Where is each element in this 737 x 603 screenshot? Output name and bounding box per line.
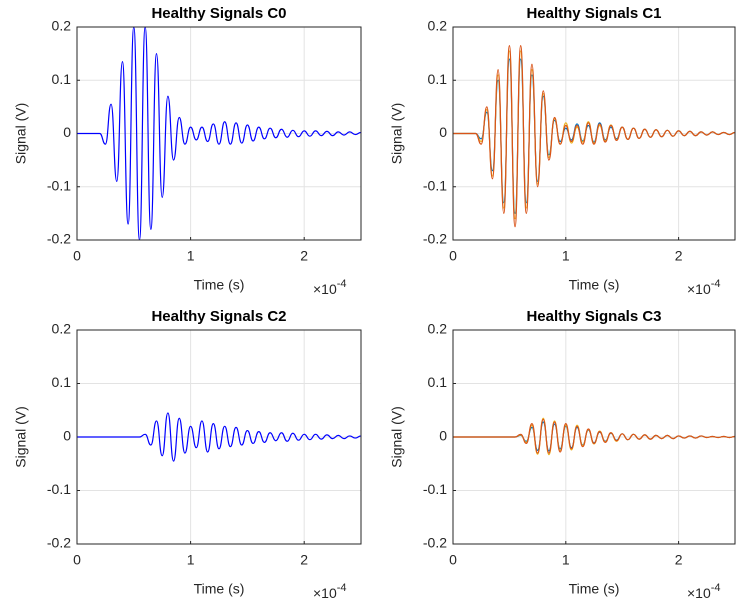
- y-axis-label: Signal (V): [13, 103, 29, 164]
- subplot: 0 1 2 -0.2 -0.1 0 0.1 0.2 Healthy Signals C3 Time…: [389, 308, 736, 601]
- x-exponent-label: ×10-4: [687, 278, 721, 297]
- y-tick-label: -0.2: [423, 231, 447, 247]
- subplot-title: Healthy Signals C1: [526, 5, 661, 22]
- y-tick-label: -0.1: [423, 481, 447, 497]
- subplot-title: Healthy Signals C2: [151, 308, 286, 325]
- axes-box: [452, 329, 736, 545]
- signal-line: [77, 27, 361, 240]
- y-tick-label: 0.1: [428, 71, 448, 87]
- x-exponent: -4: [711, 582, 721, 594]
- y-tick-label: 0.2: [52, 321, 72, 337]
- y-tick-label: -0.1: [47, 481, 71, 497]
- y-tick-label: 0.2: [52, 18, 72, 34]
- y-tick-label: -0.2: [423, 535, 447, 551]
- axes-box: [452, 26, 736, 241]
- lines: [77, 412, 361, 462]
- x-exponent: -4: [711, 278, 721, 290]
- x-multiplier: ×10: [687, 585, 711, 601]
- subplot: 0 1 2 -0.2 -0.1 0 0.1 0.2 Healthy Signals C2 Time…: [13, 308, 362, 601]
- y-tick-label: -0.1: [47, 177, 71, 193]
- y-tick-label: -0.2: [47, 231, 71, 247]
- x-tick-label: 0: [73, 552, 81, 568]
- x-tick-label: 0: [449, 248, 457, 264]
- y-tick-label: 0.1: [52, 374, 72, 390]
- lines: [77, 27, 361, 240]
- y-tick-label: -0.2: [47, 535, 71, 551]
- x-multiplier: ×10: [313, 585, 337, 601]
- y-axis-label: Signal (V): [13, 406, 29, 467]
- signal-line: [453, 45, 735, 228]
- x-exponent: -4: [337, 582, 347, 594]
- x-tick-label: 1: [562, 552, 570, 568]
- subplot: 0 1 2 -0.2 -0.1 0 0.1 0.2 Healthy Signals C0 Time…: [13, 5, 362, 297]
- y-tick-label: 0: [63, 124, 71, 140]
- x-axis-label: Time (s): [194, 277, 245, 293]
- signal-line: [77, 412, 361, 462]
- x-multiplier: ×10: [313, 281, 337, 297]
- y-tick-label: 0: [63, 428, 71, 444]
- y-tick-label: 0.1: [428, 374, 448, 390]
- subplot: 0 1 2 -0.2 -0.1 0 0.1 0.2 Healthy Signals C1 Time…: [389, 5, 736, 297]
- x-tick-label: 1: [187, 248, 195, 264]
- axes-box: [76, 26, 362, 241]
- x-exponent-label: ×10-4: [687, 582, 721, 601]
- x-tick-label: 1: [187, 552, 195, 568]
- x-tick-label: 2: [675, 248, 683, 264]
- subplot-title: Healthy Signals C3: [526, 308, 661, 325]
- lines: [453, 417, 735, 456]
- y-tick-label: 0: [439, 428, 447, 444]
- signal-line: [453, 418, 735, 454]
- y-axis-label: Signal (V): [389, 406, 405, 467]
- x-axis-label: Time (s): [569, 277, 620, 293]
- x-tick-label: 2: [300, 248, 308, 264]
- y-tick-label: 0.2: [428, 321, 448, 337]
- subplot-title: Healthy Signals C0: [151, 5, 286, 22]
- y-tick-label: -0.1: [423, 177, 447, 193]
- x-axis-label: Time (s): [194, 581, 245, 597]
- x-tick-label: 0: [449, 552, 457, 568]
- axes-box: [76, 329, 362, 545]
- lines: [453, 45, 735, 228]
- x-axis-label: Time (s): [569, 581, 620, 597]
- y-tick-label: 0.2: [428, 18, 448, 34]
- x-multiplier: ×10: [687, 281, 711, 297]
- y-tick-label: 0: [439, 124, 447, 140]
- x-tick-label: 2: [300, 552, 308, 568]
- x-exponent-label: ×10-4: [313, 278, 347, 297]
- x-tick-label: 1: [562, 248, 570, 264]
- x-exponent-label: ×10-4: [313, 582, 347, 601]
- x-tick-label: 2: [675, 552, 683, 568]
- x-tick-label: 0: [73, 248, 81, 264]
- y-axis-label: Signal (V): [389, 103, 405, 164]
- x-exponent: -4: [337, 278, 347, 290]
- y-tick-label: 0.1: [52, 71, 72, 87]
